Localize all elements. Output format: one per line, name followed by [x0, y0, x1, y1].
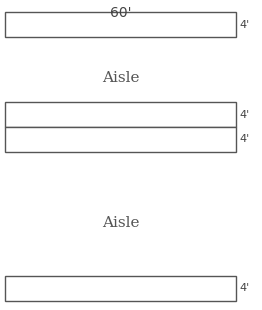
Text: 4': 4'	[240, 110, 250, 120]
Bar	[5, 276, 236, 301]
Bar	[5, 127, 236, 152]
Text: 4': 4'	[240, 20, 250, 30]
Text: Aisle: Aisle	[102, 216, 139, 230]
Text: Aisle: Aisle	[102, 70, 139, 85]
Text: 4': 4'	[240, 283, 250, 293]
Text: 60': 60'	[110, 6, 131, 20]
Bar	[5, 12, 236, 37]
Text: 4': 4'	[240, 135, 250, 144]
Bar	[5, 102, 236, 127]
